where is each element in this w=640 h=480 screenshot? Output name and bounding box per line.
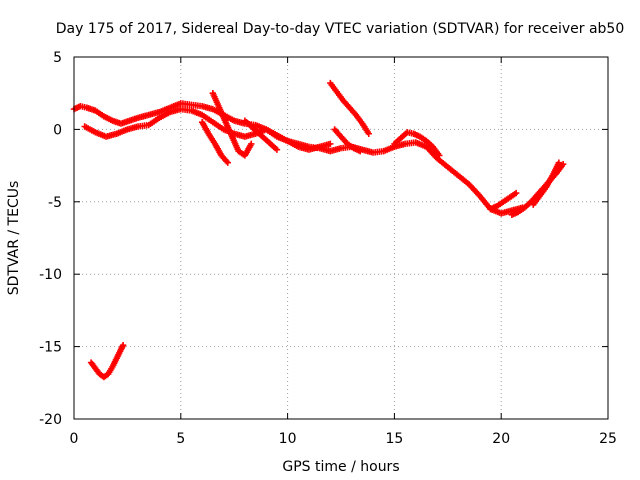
series-isolated-low-arc: [87, 341, 127, 381]
series-segment-16h-bump: [391, 129, 443, 159]
data-point: [119, 341, 127, 349]
x-tick-label: 20: [492, 431, 510, 447]
data-point: [327, 140, 334, 148]
data-point: [273, 146, 281, 153]
data-point: [248, 140, 255, 148]
series-segment-6h-dip: [198, 118, 231, 166]
data-point: [512, 189, 520, 197]
y-tick-label: 5: [53, 50, 62, 66]
grid-lines: [74, 57, 608, 419]
series-main-track-a: [70, 100, 526, 217]
x-tick-label: 5: [176, 431, 185, 447]
y-tick-label: 0: [53, 122, 62, 138]
x-axis-label: GPS time / hours: [282, 459, 399, 475]
data-point: [357, 147, 364, 155]
data-point: [436, 152, 443, 159]
y-tick-label: -20: [39, 412, 62, 428]
series-segment-13h-short: [331, 126, 364, 155]
y-tick-label: -5: [48, 195, 62, 211]
data-points: [70, 79, 567, 381]
y-tick-label: -10: [39, 267, 62, 283]
y-tick-labels: -20 -15 -10 -5 0 5: [39, 50, 62, 428]
x-tick-label: 0: [70, 431, 79, 447]
x-tick-label: 10: [279, 431, 297, 447]
x-tick-labels: 0 5 10 15 20 25: [70, 431, 617, 447]
data-point: [365, 130, 372, 137]
series-segment-6.5h-arc: [209, 90, 255, 159]
data-point: [224, 159, 231, 166]
x-tick-label: 25: [599, 431, 617, 447]
chart-title: Day 175 of 2017, Sidereal Day-to-day VTE…: [56, 21, 625, 37]
plot-border: [73, 56, 609, 420]
y-axis-label: SDTVAR / TECUs: [6, 181, 22, 296]
y-tick-label: -15: [39, 340, 62, 356]
x-tick-label: 15: [385, 431, 403, 447]
series-segment-22h-climb: [530, 159, 563, 208]
data-point: [555, 159, 563, 166]
series-segment-12h-descent: [327, 79, 372, 137]
series-segment-8h-loop: [241, 117, 281, 153]
series-segment-20h-rise: [487, 189, 520, 213]
